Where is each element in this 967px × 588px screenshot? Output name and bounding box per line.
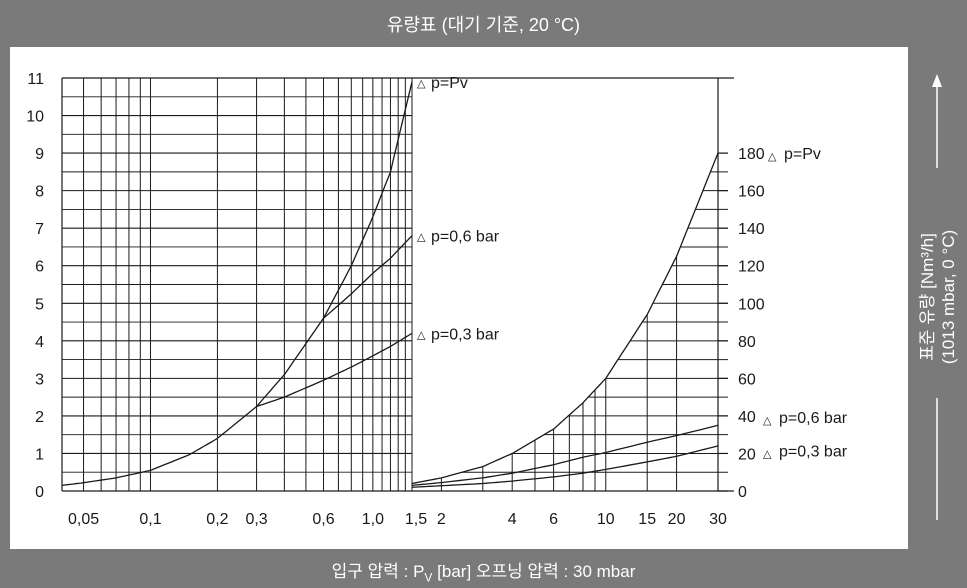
y-axis-title-bar: 표준 유량 [Nm³/h] (1013 mbar, 0 °C) (908, 47, 967, 549)
series-line-right-1 (411, 152, 719, 485)
y-tick-label-right: 100 (738, 296, 765, 313)
x-tick-label-right: 4 (508, 511, 517, 528)
y-tick-label-left: 11 (27, 71, 44, 88)
annotation-right-pv-label: p=Pv (784, 146, 821, 163)
x-tick-label-right: 20 (668, 511, 686, 528)
chart-title-bar: 유량표 (대기 기준, 20 °C) (0, 0, 967, 47)
annotation-left-06-label: p=0,6 bar (431, 229, 500, 246)
y-tick-label-right: 160 (738, 184, 765, 201)
x-tick-label-left: 0,2 (206, 511, 228, 528)
series-line-right-3 (411, 445, 719, 488)
x-tick-label-left: 0,05 (68, 511, 99, 528)
annotation-right-06-marker: △ (763, 415, 772, 427)
annotation-left-pv-label: p=Pv (431, 75, 468, 92)
y-tick-label-left: 10 (26, 109, 44, 126)
chart-panel (10, 47, 908, 549)
annotation-left-03-label: p=0,3 bar (431, 326, 500, 343)
y-tick-label-right: 120 (738, 259, 765, 276)
x-tick-label-right: 30 (709, 511, 727, 528)
y-axis-arrowhead-icon (932, 74, 942, 87)
x-tick-label-right: 10 (597, 511, 615, 528)
y-axis-title: 표준 유량 [Nm³/h] (1013 mbar, 0 °C) (917, 230, 959, 364)
annotation-left-06-marker: △ (417, 232, 426, 244)
y-tick-label-right: 40 (738, 409, 756, 426)
x-axis-title-sub: V (424, 570, 433, 585)
annotation-right-pv-marker: △ (768, 151, 777, 163)
y-tick-label-left: 2 (35, 409, 44, 426)
x-tick-label-left: 0,6 (312, 511, 334, 528)
x-tick-label-right: 2 (437, 511, 446, 528)
y-tick-label-left: 9 (35, 146, 44, 163)
x-tick-label-left: 1,0 (362, 511, 384, 528)
y-tick-label-left: 6 (35, 259, 44, 276)
annotation-right-03-label: p=0,3 bar (779, 443, 848, 460)
y-tick-label-right: 140 (738, 221, 765, 238)
annotation-right-06-label: p=0,6 bar (779, 410, 848, 427)
annotation-left-pv-marker: △ (417, 78, 426, 90)
y-tick-label-right: 80 (738, 334, 756, 351)
x-tick-label-left: 0,3 (245, 511, 267, 528)
y-tick-label-right: 60 (738, 371, 756, 388)
y-axis-title-line1: 표준 유량 [Nm³/h] (918, 233, 937, 361)
x-tick-label-right: 15 (638, 511, 656, 528)
y-tick-label-left: 3 (35, 371, 44, 388)
y-tick-label-right: 20 (738, 446, 756, 463)
series-line-right-2 (411, 424, 719, 487)
x-axis-title-text: 입구 압력 : P (331, 562, 425, 581)
x-axis-title-rest: [bar] 오프닝 압력 : 30 mbar (432, 562, 636, 581)
y-tick-label-left: 7 (35, 221, 44, 238)
series-line-left-1 (61, 81, 413, 487)
series-line-left-3 (256, 332, 413, 408)
series-line-left-2 (323, 235, 413, 319)
x-axis-title: 입구 압력 : PV [bar] 오프닝 압력 : 30 mbar (0, 557, 967, 584)
y-tick-label-left: 1 (35, 446, 44, 463)
chart-title: 유량표 (대기 기준, 20 °C) (386, 14, 581, 35)
annotation-right-03-marker: △ (763, 448, 772, 460)
x-axis-title-bar: 입구 압력 : PV [bar] 오프닝 압력 : 30 mbar (0, 549, 967, 588)
y-axis-title-line2: (1013 mbar, 0 °C) (939, 229, 958, 365)
x-tick-label-right: 6 (549, 511, 558, 528)
x-tick-label-left: 1,5 (405, 511, 427, 528)
y-tick-label-left: 0 (35, 484, 44, 501)
y-tick-label-right: 0 (738, 484, 747, 501)
y-tick-label-left: 5 (35, 296, 44, 313)
y-tick-label-left: 4 (35, 334, 44, 351)
y-tick-label-left: 8 (35, 184, 44, 201)
annotation-left-03-marker: △ (417, 329, 426, 341)
y-tick-label-right: 180 (738, 146, 765, 163)
x-tick-label-left: 0,1 (139, 511, 161, 528)
